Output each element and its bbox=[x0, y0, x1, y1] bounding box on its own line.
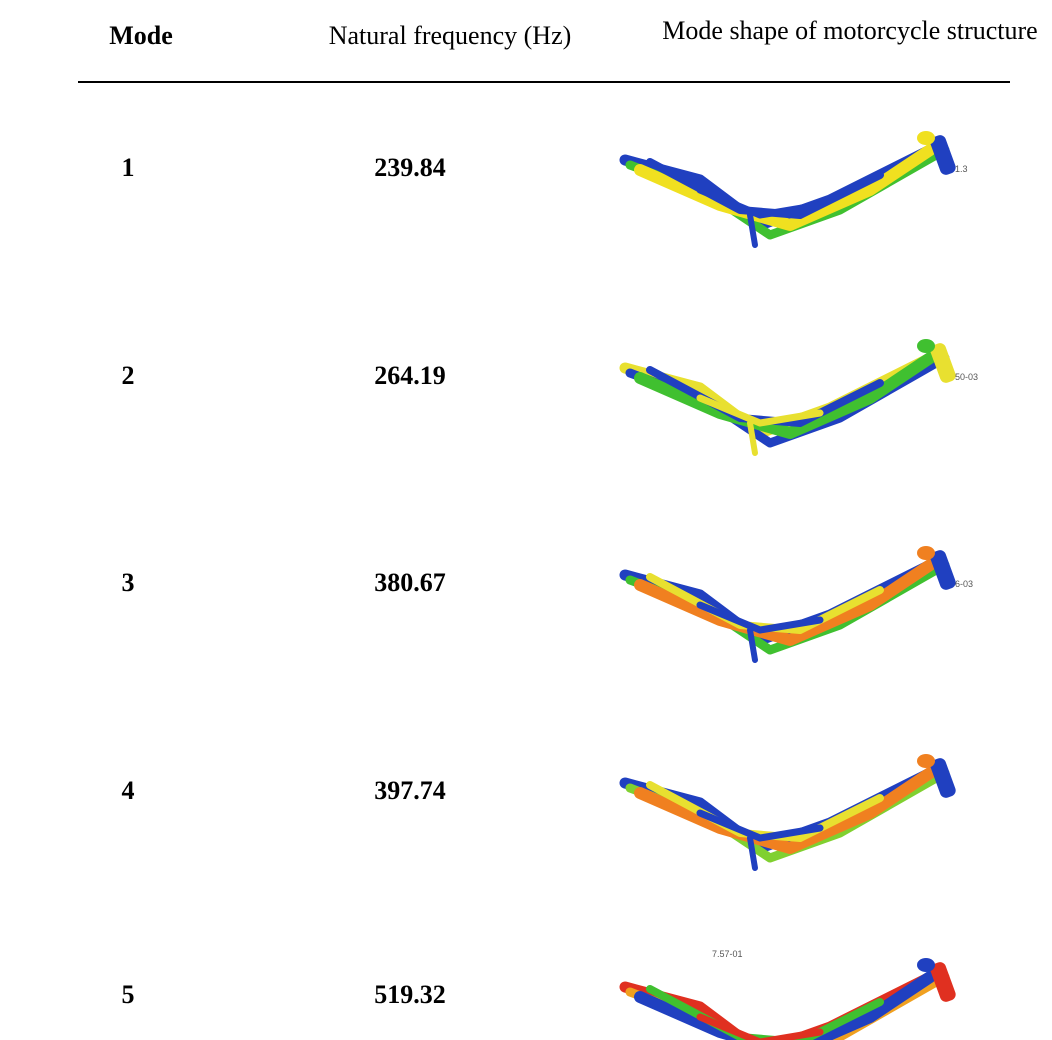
shape-label: 1.3 bbox=[955, 164, 968, 174]
frequency: 397.74 bbox=[374, 776, 446, 805]
head-tube-top bbox=[917, 131, 935, 145]
shape-label: 6-03 bbox=[955, 579, 973, 589]
mode-number: 5 bbox=[122, 980, 135, 1009]
header-shape: Mode shape of motorcycle structure bbox=[650, 14, 1050, 47]
frequency: 239.84 bbox=[374, 153, 446, 182]
mode-shape: 6-03 bbox=[625, 546, 973, 660]
header-mode: Mode bbox=[109, 21, 173, 50]
mode-shape: 1.3 bbox=[625, 131, 968, 245]
mode-number: 3 bbox=[122, 568, 135, 597]
frequency: 519.32 bbox=[374, 980, 446, 1009]
head-tube-top bbox=[917, 546, 935, 560]
head-tube-top bbox=[917, 754, 935, 768]
head-tube-top bbox=[917, 958, 935, 972]
mode-number: 2 bbox=[122, 361, 135, 390]
frequency: 380.67 bbox=[374, 568, 446, 597]
mode-number: 1 bbox=[122, 153, 135, 182]
shape-label: 7.57-01 bbox=[712, 949, 743, 959]
mode-number: 4 bbox=[122, 776, 135, 805]
mode-shape bbox=[625, 754, 957, 868]
mode-shape: 7.57-01 bbox=[625, 949, 957, 1040]
shape-label: 50-03 bbox=[955, 372, 978, 382]
mode-shape: 50-03 bbox=[625, 339, 978, 453]
table-page: Mode Natural frequency (Hz) Mode shape o… bbox=[0, 0, 1052, 1040]
head-tube-top bbox=[917, 339, 935, 353]
frequency: 264.19 bbox=[374, 361, 446, 390]
header-frequency: Natural frequency (Hz) bbox=[329, 21, 572, 50]
